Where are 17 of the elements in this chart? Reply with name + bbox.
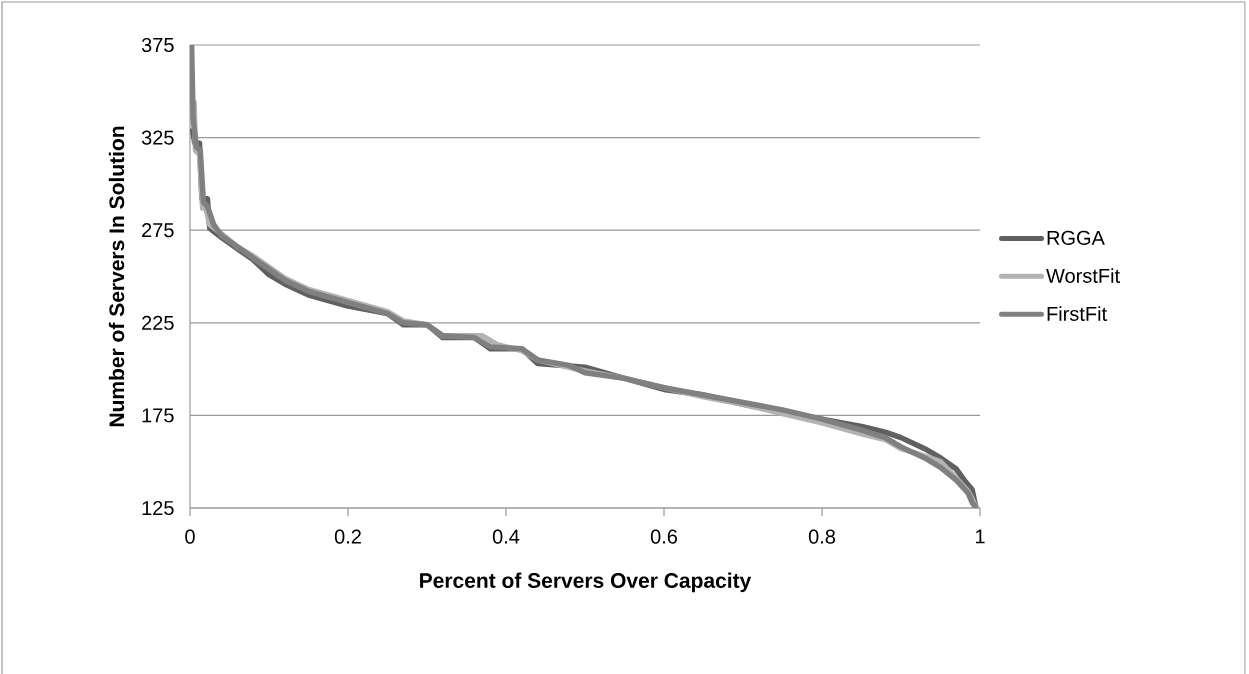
legend-label: WorstFit <box>1046 268 1120 283</box>
y-tick-label: 175 <box>142 408 174 423</box>
y-tick-label: 225 <box>142 315 174 330</box>
x-tick-label: 0.4 <box>492 529 520 544</box>
x-axis-title: Percent of Servers Over Capacity <box>420 572 752 593</box>
y-tick-label: 325 <box>141 130 174 145</box>
legend-label: RGGA <box>1047 230 1105 245</box>
y-tick-label: 275 <box>142 223 174 238</box>
legend-label: FirstFit <box>1047 306 1107 321</box>
x-tick-label: 0.8 <box>808 529 836 544</box>
x-tick-label: 0.6 <box>650 529 678 544</box>
y-tick-label: 125 <box>142 500 174 516</box>
y-tick-label: 375 <box>141 37 174 53</box>
x-tick-label: 0.2 <box>334 529 361 544</box>
y-axis-title: Number of Servers In Solution <box>108 126 125 427</box>
x-tick-label: 1 <box>975 529 985 544</box>
x-tick-label: 0 <box>185 529 195 544</box>
